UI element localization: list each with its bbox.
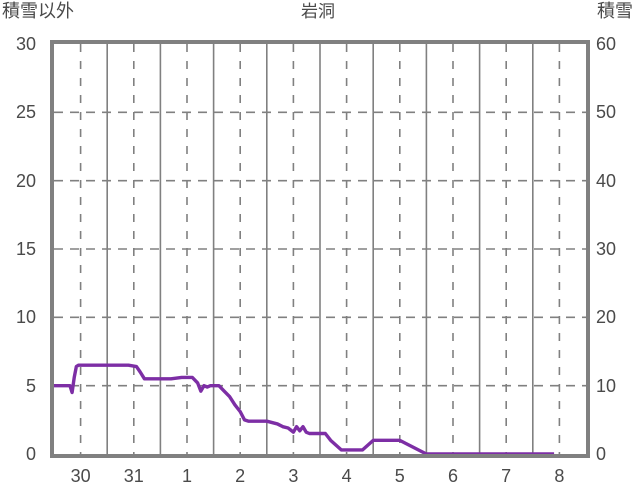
vertical-gridlines-dashed — [79, 44, 561, 454]
right-axis-tick-label: 60 — [596, 34, 617, 54]
x-axis-tick-label: 31 — [123, 466, 144, 486]
right-axis-tick-label: 0 — [596, 444, 607, 464]
page-title: 岩洞 — [301, 2, 335, 21]
x-axis-tick-label: 3 — [288, 466, 299, 486]
x-axis-tick-label: 4 — [341, 466, 352, 486]
right-axis-title: 積雪 — [597, 1, 633, 21]
left-axis-tick-label: 5 — [25, 375, 36, 396]
left-axis-tick-label: 20 — [15, 170, 36, 191]
left-axis-tick-label: 15 — [15, 239, 36, 259]
horizontal-gridlines — [54, 111, 586, 387]
x-axis-tick-label: 30 — [70, 466, 91, 486]
data-line-snow-other — [54, 363, 555, 454]
x-axis-tick-label: 6 — [447, 466, 458, 486]
x-axis-tick-label: 2 — [235, 466, 246, 486]
left-axis-title: 積雪以外 — [2, 1, 74, 21]
right-axis-tick-label: 50 — [596, 102, 617, 123]
right-axis-tick-label: 10 — [596, 375, 617, 396]
plot-area — [50, 40, 590, 458]
left-axis-tick-label: 0 — [25, 444, 36, 464]
right-axis-tick-label: 30 — [596, 239, 617, 259]
chart-canvas — [54, 44, 586, 454]
right-axis-tick-label: 20 — [596, 307, 617, 328]
left-axis-tick-label: 30 — [15, 34, 36, 54]
right-axis-tick-label: 40 — [596, 170, 617, 191]
left-axis-tick-label: 25 — [15, 102, 36, 123]
x-axis-tick-label: 1 — [181, 466, 192, 486]
plot-inner — [54, 44, 586, 454]
x-axis-tick-label: 8 — [554, 466, 565, 486]
left-axis-tick-label: 10 — [15, 307, 36, 328]
x-axis-tick-label: 5 — [394, 466, 405, 486]
x-axis-tick-label: 7 — [501, 466, 512, 486]
